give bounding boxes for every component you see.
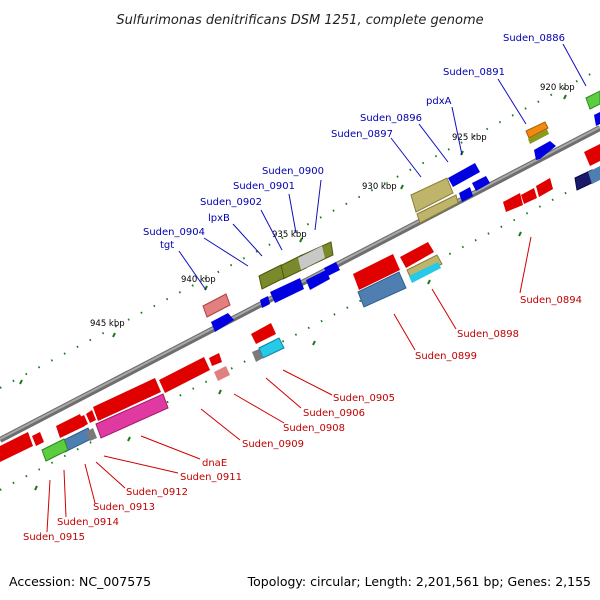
gene-cyan-0898b[interactable] [409,262,441,283]
label-suden-0912[interactable]: Suden_0912 [126,487,188,498]
gene-blue-0903c[interactable] [324,262,340,276]
gene-blue-0895[interactable] [472,176,490,191]
gene-red-0910b[interactable] [86,410,96,423]
gene-suden-0894[interactable] [503,193,523,212]
label-suden-0891[interactable]: Suden_0891 [443,67,505,78]
gene-red-0905a[interactable] [251,323,276,344]
label-lpxb[interactable]: lpxB [208,213,230,224]
label-suden-0915[interactable]: Suden_0915 [23,532,85,543]
gene-blue-0892[interactable] [534,141,556,160]
tick-920 [563,94,567,100]
gene-dnae[interactable] [93,378,161,421]
label-suden-0911[interactable]: Suden_0911 [180,472,242,483]
label-suden-0899[interactable]: Suden_0899 [415,351,477,362]
gene-blue-0903b[interactable] [306,270,330,290]
gene-red-0893b[interactable] [521,188,537,204]
reverse-labels: Suden_0894 Suden_0898 Suden_0899 Suden_0… [23,236,582,543]
kbp-label-935: 935 kbp [272,230,307,240]
inner-tick-1 [518,231,522,237]
label-dnae[interactable]: dnaE [202,458,227,469]
label-suden-0913[interactable]: Suden_0913 [93,502,155,513]
gene-grey-0913b[interactable] [86,428,97,441]
tick-935 [299,237,303,243]
label-suden-0914[interactable]: Suden_0914 [57,517,119,528]
gene-blue-0887[interactable] [594,112,600,126]
label-suden-0894[interactable]: Suden_0894 [520,295,582,306]
gene-red-0906b[interactable] [209,353,222,366]
gene-tgt[interactable] [211,313,234,332]
kbp-label-920: 920 kbp [540,83,575,93]
gene-suden-0886[interactable] [585,90,600,110]
topology-text: Topology: circular; Length: 2,201,561 bp… [247,574,591,589]
label-pdxa[interactable]: pdxA [426,96,452,107]
gene-blue-0903d[interactable] [260,296,270,308]
tick-945 [112,332,116,338]
inner-tick-2 [427,279,431,285]
label-suden-0896[interactable]: Suden_0896 [360,113,422,124]
label-suden-0909[interactable]: Suden_0909 [242,439,304,450]
label-suden-0908[interactable]: Suden_0908 [283,423,345,434]
tick-930 [400,184,404,190]
gene-suden-0905[interactable] [258,337,285,359]
gene-suden-0899[interactable] [357,271,407,308]
gene-suden-0912[interactable] [56,414,85,438]
gene-suden-0908[interactable] [214,366,230,381]
kbp-label-930: 930 kbp [362,182,397,192]
label-suden-0900[interactable]: Suden_0900 [262,166,324,177]
label-tgt[interactable]: tgt [160,240,174,251]
label-suden-0906[interactable]: Suden_0906 [303,408,365,419]
inner-tick-track [0,174,600,491]
gene-grey-0901b[interactable] [298,246,325,270]
gene-olive-0891b[interactable] [528,129,549,144]
label-suden-0905[interactable]: Suden_0905 [333,393,395,404]
gene-suden-0915[interactable] [0,432,33,462]
gene-grey-0906[interactable] [252,349,263,362]
forward-labels: Suden_0886 Suden_0891 pdxA Suden_0896 Su… [143,33,587,291]
inner-tick-5 [127,436,131,442]
gene-suden-0899a[interactable] [353,254,400,290]
label-suden-0904[interactable]: Suden_0904 [143,227,205,238]
gene-steel-0890b[interactable] [588,166,600,184]
inner-tick-4 [218,389,222,395]
kbp-label-945: 945 kbp [90,319,125,329]
accession-text: Accession: NC_007575 [9,574,151,589]
label-suden-0901[interactable]: Suden_0901 [233,181,295,192]
gene-red-0897b[interactable] [400,242,434,268]
label-suden-0898[interactable]: Suden_0898 [457,329,519,340]
label-suden-0897[interactable]: Suden_0897 [331,129,393,140]
label-suden-0902[interactable]: Suden_0902 [200,197,262,208]
gene-red-0893[interactable] [536,178,553,197]
gene-suden-0896[interactable] [410,177,454,213]
map-title: Sulfurimonas denitrificans DSM 1251, com… [116,13,483,28]
kbp-label-940: 940 kbp [181,275,216,285]
gene-suden-0914[interactable] [41,438,69,462]
outer-tick-track [0,69,599,389]
inner-tick-3 [312,340,316,346]
kbp-label-925: 925 kbp [452,133,487,143]
tick-950 [19,379,23,385]
gene-suden-0897[interactable] [416,194,459,224]
inner-tick-6 [34,485,38,491]
gene-blue-0895b[interactable] [459,187,473,202]
gene-pdxa[interactable] [448,163,480,187]
gene-suden-0902[interactable] [258,264,285,290]
gene-red-0889[interactable] [584,144,600,166]
gene-suden-0891[interactable] [525,121,549,139]
forward-genes [202,90,600,332]
gene-suden-0909[interactable] [159,357,210,393]
label-suden-0886[interactable]: Suden_0886 [503,33,565,44]
gene-lpxb[interactable] [270,278,304,303]
gene-suden-0904[interactable] [202,293,231,318]
gene-red-0914b[interactable] [32,432,44,446]
gene-suden-0911[interactable] [95,393,169,439]
reverse-genes [0,144,600,462]
